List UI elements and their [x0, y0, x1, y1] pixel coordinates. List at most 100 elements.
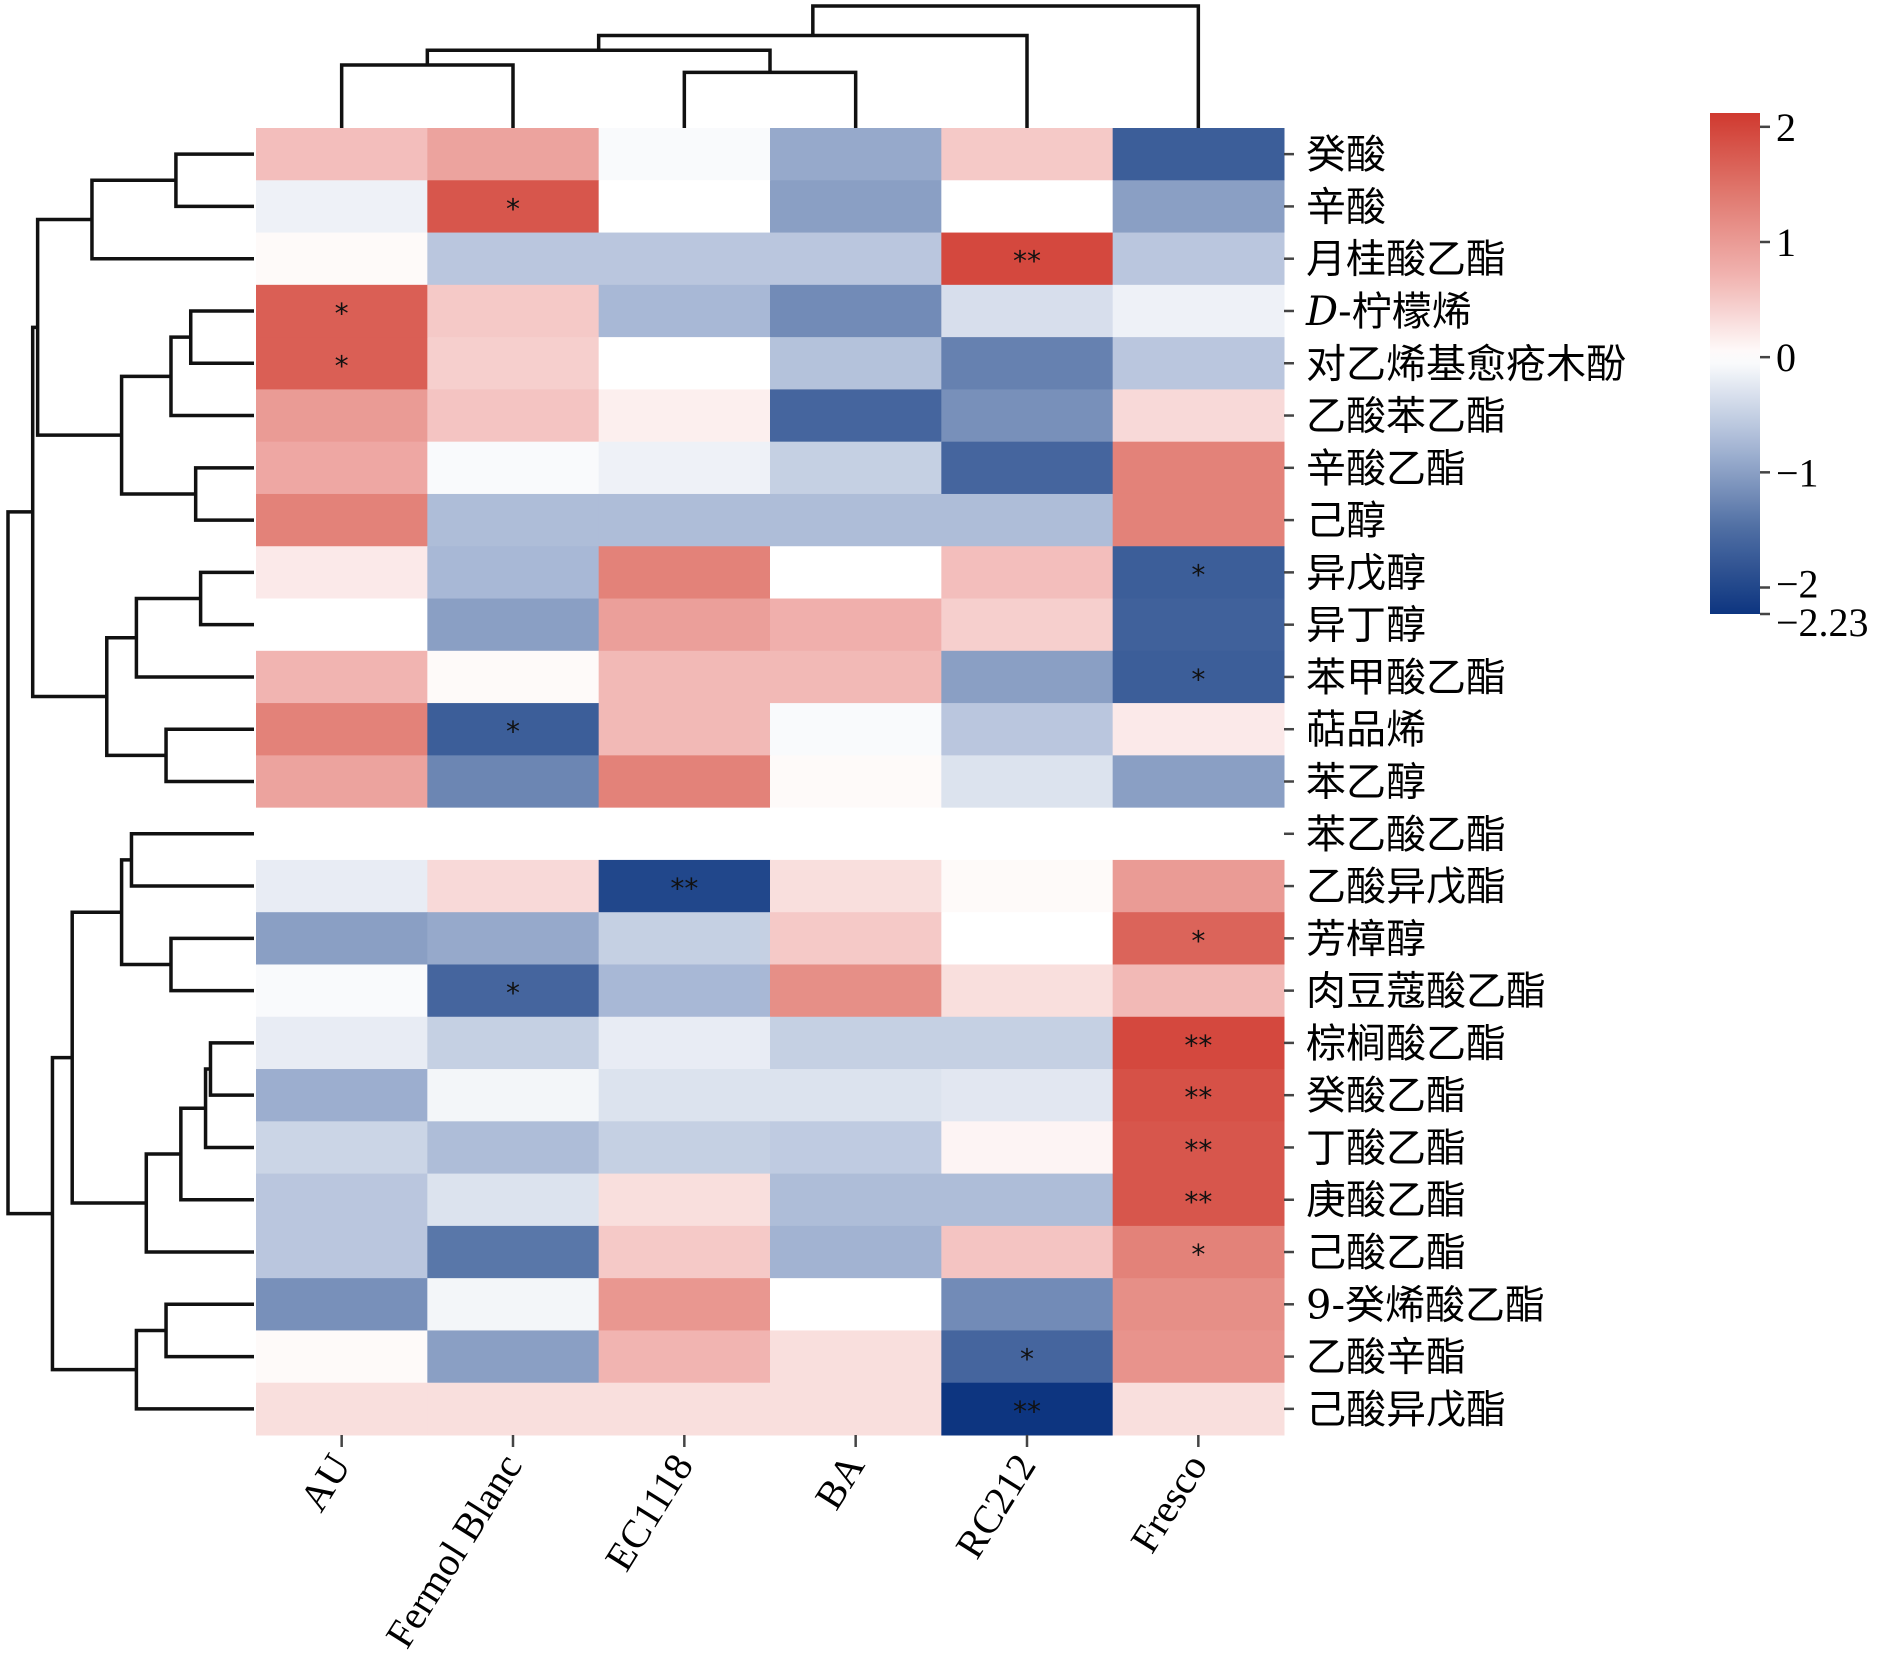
heatmap-cell [598, 1278, 771, 1331]
heatmap-cell [941, 441, 1114, 495]
heatmap-cell [256, 441, 428, 495]
heatmap-cell [427, 964, 600, 1018]
heatmap-cell [1112, 807, 1285, 861]
significance-marker: ** [1184, 1029, 1212, 1062]
row-dendrogram-link [169, 936, 254, 993]
significance-marker: * [1191, 924, 1205, 957]
row-label: 异丁醇 [1306, 603, 1426, 649]
heatmap-cell [598, 1173, 771, 1227]
heatmap-cell [256, 1225, 428, 1279]
heatmap-cell [941, 180, 1114, 234]
heatmap-cell [770, 912, 942, 965]
column-label: BA [806, 1446, 874, 1517]
heatmap-cell [427, 546, 600, 600]
heatmap-cell [256, 1069, 428, 1122]
row-label: 己醇 [1306, 498, 1386, 544]
heatmap-cell [941, 755, 1114, 809]
row-label: 乙酸苯乙酯 [1306, 394, 1506, 440]
significance-marker: * [506, 715, 520, 748]
column-label: Fermol Blanc [376, 1446, 530, 1655]
heatmap-cell [941, 598, 1114, 652]
heatmap-cell [256, 1382, 428, 1436]
heatmap-cell [941, 284, 1114, 338]
heatmap-cell [1112, 1330, 1285, 1384]
row-label: 苯乙酸乙酯 [1306, 812, 1506, 858]
colorbar-tick-label: 1 [1776, 220, 1796, 265]
row-dendrogram-link [208, 1041, 254, 1097]
row-label: D-柠檬烯 [1305, 289, 1472, 335]
row-label: 乙酸辛酯 [1306, 1335, 1466, 1381]
heatmap-cell [256, 128, 428, 181]
heatmap-cell [256, 598, 428, 652]
heatmap-cell [1112, 755, 1285, 809]
heatmap-cell [1112, 1382, 1285, 1436]
significance-marker: * [506, 977, 520, 1010]
heatmap-cell [598, 493, 771, 547]
heatmap-cell [598, 964, 771, 1018]
column-dendrogram-link [339, 63, 515, 128]
significance-marker: * [1191, 663, 1205, 696]
colorbar-tick-label: −2 [1776, 562, 1819, 607]
heatmap-cell [598, 284, 771, 338]
significance-marker: * [506, 192, 520, 225]
heatmap-cell [256, 389, 428, 443]
heatmap-cell [256, 807, 428, 861]
heatmap-cell [598, 180, 771, 234]
row-dendrogram-link [105, 635, 167, 758]
row-dendrogram-link [203, 1067, 254, 1150]
significance-markers: ************************ [335, 192, 1213, 1427]
heatmap-cell [941, 1330, 1114, 1384]
heatmap-cell [770, 598, 942, 652]
row-label: 丁酸乙酯 [1306, 1125, 1466, 1171]
row-label: 萜品烯 [1306, 707, 1426, 753]
heatmap-cell [770, 1225, 942, 1279]
heatmap-cell [427, 1225, 600, 1279]
heatmap-cell [770, 755, 942, 809]
heatmap-cell [1112, 1225, 1285, 1279]
heatmap-cell [770, 1173, 942, 1227]
heatmap-cell [941, 650, 1114, 704]
row-label: 辛酸 [1306, 184, 1386, 230]
row-dendrogram-link [70, 910, 147, 1205]
significance-marker: ** [1184, 1186, 1212, 1219]
heatmap-cell [770, 1330, 942, 1384]
column-labels: AU Fermol Blanc EC1118 BA RC212 Fresco [291, 1435, 1216, 1655]
heatmap-cell [256, 1278, 428, 1331]
heatmap-cell [598, 1069, 771, 1122]
significance-marker: * [1191, 1238, 1205, 1271]
heatmap-cell [598, 232, 771, 286]
row-dendrogram-link [134, 596, 254, 679]
heatmap-cell [1112, 859, 1285, 913]
heatmap-cell [1112, 1121, 1285, 1175]
heatmap-cell [427, 807, 600, 861]
heatmap-cells [256, 128, 1285, 1436]
heatmap-cell [427, 912, 600, 965]
heatmap-cell [427, 284, 600, 338]
heatmap-cell [941, 703, 1114, 756]
heatmap-cell [427, 755, 600, 809]
heatmap-cell [941, 859, 1114, 913]
row-label: 芳樟醇 [1306, 916, 1426, 962]
colorbar-bar [1710, 113, 1760, 614]
colorbar-tick-label: 0 [1776, 335, 1796, 380]
row-dendrogram-link [193, 466, 254, 522]
row-dendrogram-link [119, 858, 171, 967]
significance-marker: ** [670, 872, 698, 905]
heatmap-cell [1112, 1016, 1285, 1070]
column-label: EC1118 [596, 1446, 702, 1579]
row-label: 棕榈酸乙酯 [1306, 1021, 1506, 1067]
row-label: 肉豆蔻酸乙酯 [1306, 969, 1546, 1015]
heatmap-cell [1112, 441, 1285, 495]
heatmap-cell [256, 337, 428, 390]
heatmap-cell [598, 546, 771, 600]
heatmap-cell [941, 1225, 1114, 1279]
row-dendrogram-link [134, 1328, 254, 1411]
heatmap-cell [1112, 912, 1285, 965]
heatmap-cell [941, 493, 1114, 547]
row-dendrogram-link [119, 374, 196, 496]
heatmap-cell [256, 859, 428, 913]
row-dendrogram-link [35, 217, 122, 437]
heatmap-cell [256, 493, 428, 547]
heatmap-cell [941, 1382, 1114, 1436]
